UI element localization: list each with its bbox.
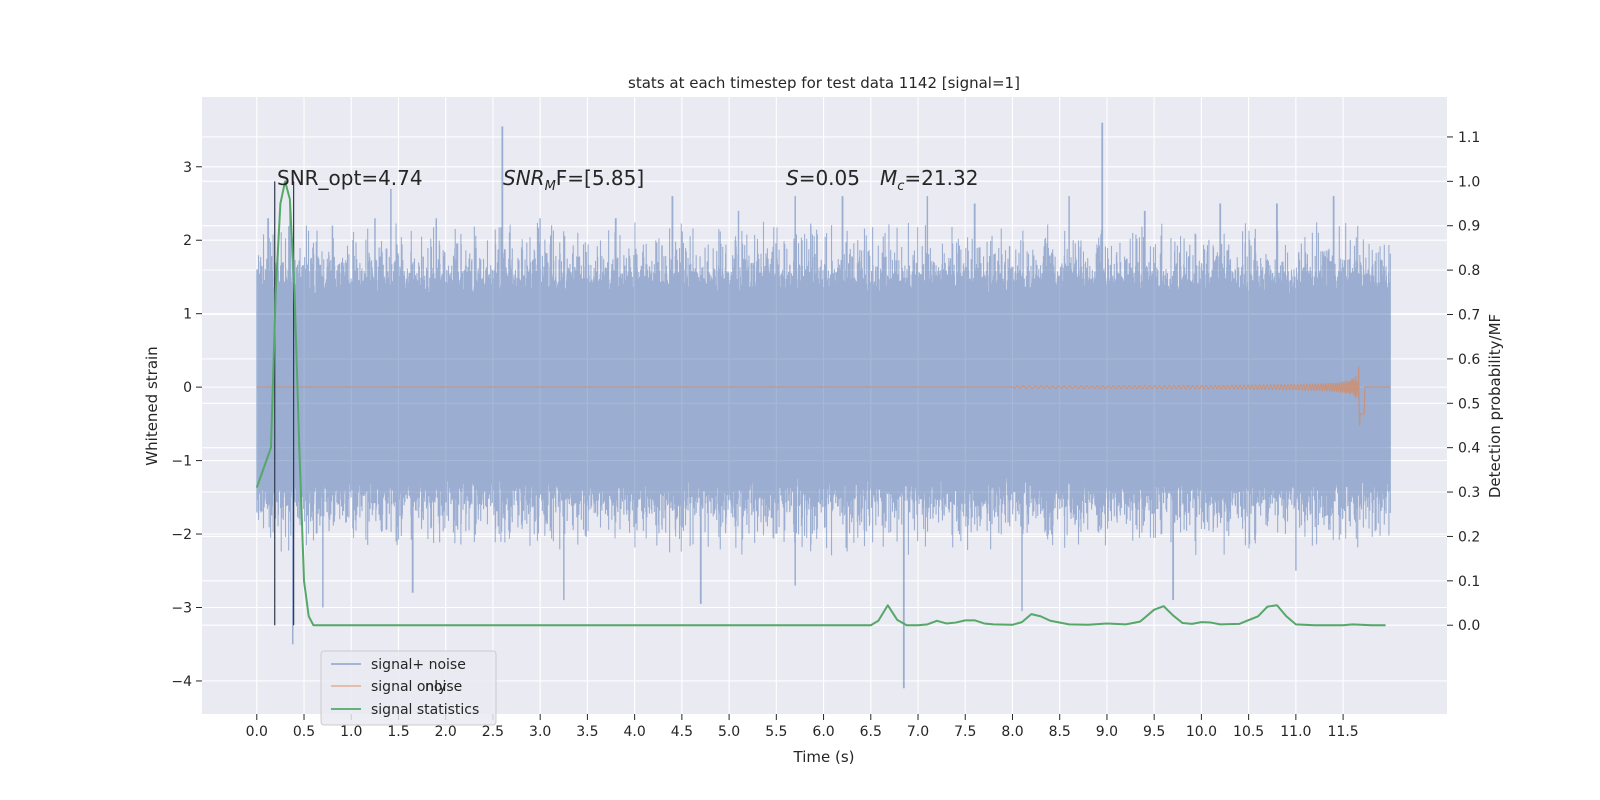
y-axis-label: Whitened strain [143, 346, 161, 465]
x-tick-label-7: 3.5 [576, 724, 598, 740]
legend-label-signal-noise: signal+ noise [371, 657, 466, 673]
y-right-tick-label-2: 0.9 [1458, 219, 1480, 235]
annotation-mc: Mc=21.32 [880, 166, 978, 194]
snr-mf-symbol: SNR [503, 166, 545, 190]
y-tick-label-3: 0 [183, 380, 192, 396]
legend-box [320, 650, 497, 726]
y-tick-label-7: −4 [171, 674, 192, 690]
y-right-tick-label-0: 1.1 [1458, 130, 1480, 146]
y-right-tick-label-10: 0.1 [1458, 574, 1480, 590]
legend: signal+ noise noise signal only signal s… [320, 650, 497, 726]
x-tick-label-8: 4.0 [623, 724, 645, 740]
signal-statistics-series [255, 180, 1386, 627]
y-right-tick-label-3: 0.8 [1458, 263, 1480, 279]
x-tick-label-16: 8.0 [1001, 724, 1023, 740]
signal-only-series [256, 366, 1391, 426]
x-tick-label-1: 0.5 [293, 724, 315, 740]
x-tick-label-6: 3.0 [529, 724, 551, 740]
legend-label-statistics: signal statistics [371, 702, 479, 718]
x-tick-label-22: 11.0 [1280, 724, 1311, 740]
x-axis-ticks: 0.0 0.5 1.0 1.5 2.0 2.5 3.0 3.5 4.0 4.5 5.0 5.5 6.0 6… [246, 714, 1359, 740]
chart-title: stats at each timestep for test data 114… [628, 74, 1020, 92]
x-tick-label-20: 10.0 [1186, 724, 1217, 740]
x-tick-label-17: 8.5 [1049, 724, 1071, 740]
x-tick-label-18: 9.0 [1096, 724, 1118, 740]
x-tick-label-21: 10.5 [1233, 724, 1264, 740]
x-axis-label: Time (s) [793, 748, 855, 766]
s-symbol: S [786, 166, 799, 190]
signal-only-trace [256, 366, 1391, 426]
y-right-tick-label-11: 0.0 [1458, 618, 1480, 634]
mc-symbol: M [880, 166, 897, 190]
y-tick-label-2: 1 [183, 307, 192, 323]
x-tick-label-9: 4.5 [671, 724, 693, 740]
legend-hidden-noise-text: noise [425, 679, 462, 695]
y-tick-label-5: −2 [171, 527, 192, 543]
y-right-tick-label-5: 0.6 [1458, 352, 1480, 368]
x-tick-label-11: 5.5 [765, 724, 787, 740]
y-right-tick-label-8: 0.3 [1458, 485, 1480, 501]
snr-mf-value: F=[5.85] [556, 166, 644, 190]
x-tick-label-0: 0.0 [246, 724, 268, 740]
x-tick-label-14: 7.0 [907, 724, 929, 740]
y-tick-label-4: −1 [171, 454, 192, 470]
x-tick-label-15: 7.5 [954, 724, 976, 740]
legend-label-signal-only: signal only [371, 679, 446, 695]
y-axis-right-label: Detection probability/MF [1486, 314, 1504, 498]
s-value: =0.05 [799, 166, 860, 190]
y-axis-right-ticks: 1.1 1.0 0.9 0.8 0.7 0.6 0.5 0.4 0.3 0.2 0.1 0.0 [1447, 130, 1480, 634]
y-right-tick-label-1: 1.0 [1458, 174, 1480, 190]
x-tick-label-2: 1.0 [340, 724, 362, 740]
y-axis-left-ticks: 3 2 1 0 −1 −2 −3 −4 [171, 160, 202, 690]
y-right-tick-label-6: 0.5 [1458, 396, 1480, 412]
mc-subscript: c [897, 179, 904, 194]
y-right-tick-label-4: 0.7 [1458, 308, 1480, 324]
x-tick-label-13: 6.5 [860, 724, 882, 740]
y-right-tick-label-7: 0.4 [1458, 441, 1480, 457]
annotation-s: S=0.05 [786, 166, 860, 190]
snr-mf-subscript: M [545, 179, 556, 194]
x-tick-label-12: 6.0 [812, 724, 834, 740]
y-tick-label-6: −3 [171, 600, 192, 616]
x-tick-label-19: 9.5 [1143, 724, 1165, 740]
annotation-snr-opt: SNR_opt=4.74 [277, 166, 423, 190]
mc-value: =21.32 [904, 166, 978, 190]
x-tick-label-10: 5.0 [718, 724, 740, 740]
x-tick-label-3: 1.5 [387, 724, 409, 740]
x-tick-label-4: 2.0 [435, 724, 457, 740]
x-tick-label-5: 2.5 [482, 724, 504, 740]
y-tick-label-0: 3 [183, 160, 192, 176]
annotation-snr-mf: SNRMF=[5.85] [503, 166, 644, 194]
y-tick-label-1: 2 [183, 233, 192, 249]
y-right-tick-label-9: 0.2 [1458, 529, 1480, 545]
x-tick-label-23: 11.5 [1328, 724, 1359, 740]
signal-statistics-trace [255, 180, 1386, 627]
